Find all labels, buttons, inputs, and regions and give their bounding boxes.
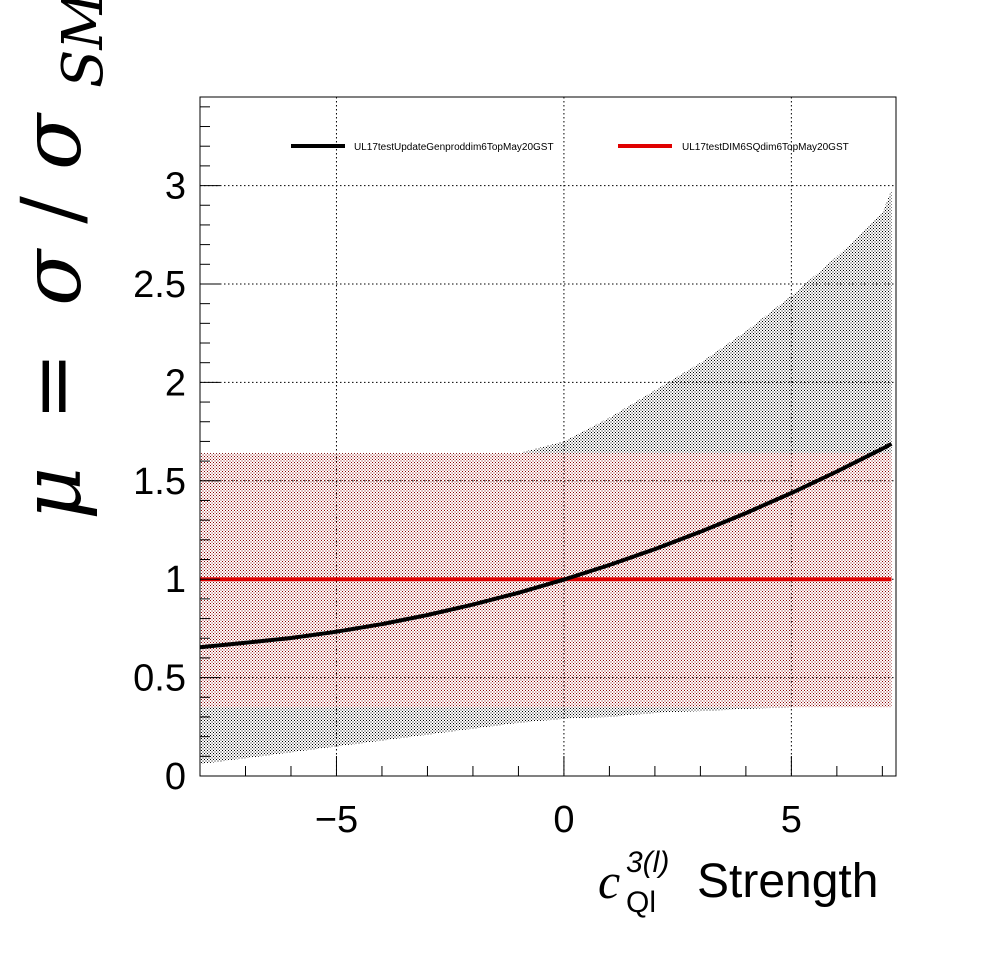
xlabel-subscript: Ql	[626, 886, 656, 919]
x-axis-label: c 3(l) Ql Strength	[598, 846, 878, 919]
xlabel-symbol: c	[598, 853, 620, 909]
series-line-1	[199, 442, 893, 650]
plot-frame	[199, 96, 897, 777]
y-tick-labels: 0 0.5 1 1.5 2 2.5 3	[133, 166, 186, 798]
y-tick-label: 1.5	[133, 461, 186, 503]
ylabel-equals: =	[5, 352, 100, 421]
x-tick-label: −5	[315, 799, 358, 841]
y-tick-label: 3	[165, 166, 186, 208]
y-tick-label: 1	[165, 559, 186, 601]
uncertainty-bands	[200, 189, 892, 765]
legend-label-series-1: UL17testUpdateGenproddim6TopMay20GST	[354, 142, 554, 153]
svg-text:μ = σ /: μ = σ / σ SM	[5, 0, 116, 520]
ylabel-sigma-sm: σ	[5, 112, 100, 170]
xlabel-superscript: 3(l)	[626, 846, 669, 879]
x-tick-label: 0	[553, 799, 574, 841]
series-lines	[199, 442, 893, 650]
y-axis-label: μ = σ / σ SM	[5, 0, 116, 520]
y-tick-label: 0	[165, 756, 186, 798]
xlabel-text: Strength	[697, 855, 878, 908]
ylabel-sigma: σ	[5, 248, 100, 306]
ylabel-slash: /	[5, 196, 100, 224]
x-tick-label: 5	[781, 799, 802, 841]
y-tick-label: 0.5	[133, 658, 186, 700]
axis-ticks	[199, 106, 883, 777]
x-tick-labels: −5 0 5	[315, 799, 802, 841]
y-tick-label: 2	[165, 362, 186, 404]
y-tick-label: 2.5	[133, 264, 186, 306]
legend-label-series-2: UL17testDIM6SQdim6TopMay20GST	[682, 142, 849, 153]
ylabel-mu: μ	[5, 467, 100, 520]
legend: UL17testUpdateGenproddim6TopMay20GST UL1…	[291, 142, 849, 153]
ylabel-subscript: SM	[51, 0, 116, 88]
